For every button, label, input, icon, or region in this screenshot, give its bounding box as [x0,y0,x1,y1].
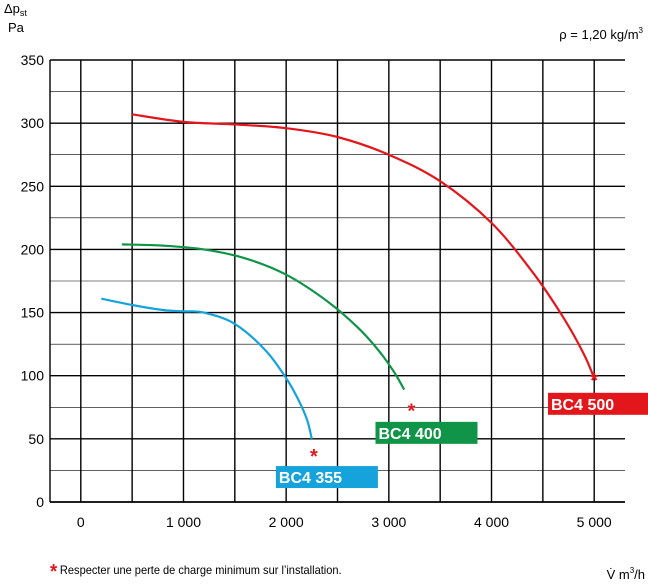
y-tick-label: 150 [21,305,45,321]
footnote-text: Respecter une perte de charge minimum su… [59,563,342,577]
series-label-text: BC4 500 [551,397,614,414]
x-axis-title-tail: /h [634,567,645,582]
y-tick-label: 350 [21,52,45,68]
y-axis-title: Δpst [4,1,27,18]
limit-star-marker: * [310,446,318,468]
series-label: BC4 355 [275,466,378,489]
x-tick-label: 3 000 [371,514,406,530]
x-tick-label: 4 000 [474,514,509,530]
density-label-superscript: 3 [639,26,644,35]
x-tick-label: 5 000 [577,514,612,530]
series-label-box [547,392,648,415]
x-axis-title: V̇ m3/h [607,566,645,582]
series-label: BC4 500 [547,392,648,415]
y-tick-label: 200 [21,241,45,257]
y-tick-label: 250 [21,178,45,194]
series-line [121,243,406,391]
limit-star-marker: * [408,401,416,423]
y-axis-unit: Pa [8,20,25,35]
y-tick-label: 300 [21,115,45,131]
series-label-text: BC4 400 [378,426,441,443]
x-tick-label: 0 [77,514,85,530]
y-axis-title-subscript: st [20,8,28,18]
density-label: ρ = 1,20 kg/m3 [559,26,643,42]
series-label: BC4 400 [375,421,478,444]
series-label-text: BC4 355 [279,470,342,487]
footnote-star: * [50,561,58,583]
y-tick-label: 100 [21,368,45,384]
axes: 0 50 100 150 200 250 300 350 0 1 000 2 000 3 000 4 0… [21,52,625,530]
series-layer: * BC4 355 * BC4 400 * BC4 500 [101,113,648,489]
x-axis-title-superscript: 3 [630,566,635,575]
series-label-box [375,421,478,444]
series-line [101,297,313,440]
x-tick-label: 2 000 [269,514,304,530]
series-label-box [275,466,378,489]
limit-star-marker: * [590,370,598,392]
series-line [131,113,596,379]
y-tick-label: 0 [36,494,44,510]
footnote: * Respecter une perte de charge minimum s… [50,561,342,584]
x-tick-label: 1 000 [166,514,201,530]
text-layer: Δpst Pa ρ = 1,20 kg/m3 V̇ m3/h [4,1,645,582]
y-tick-label: 50 [28,431,44,447]
